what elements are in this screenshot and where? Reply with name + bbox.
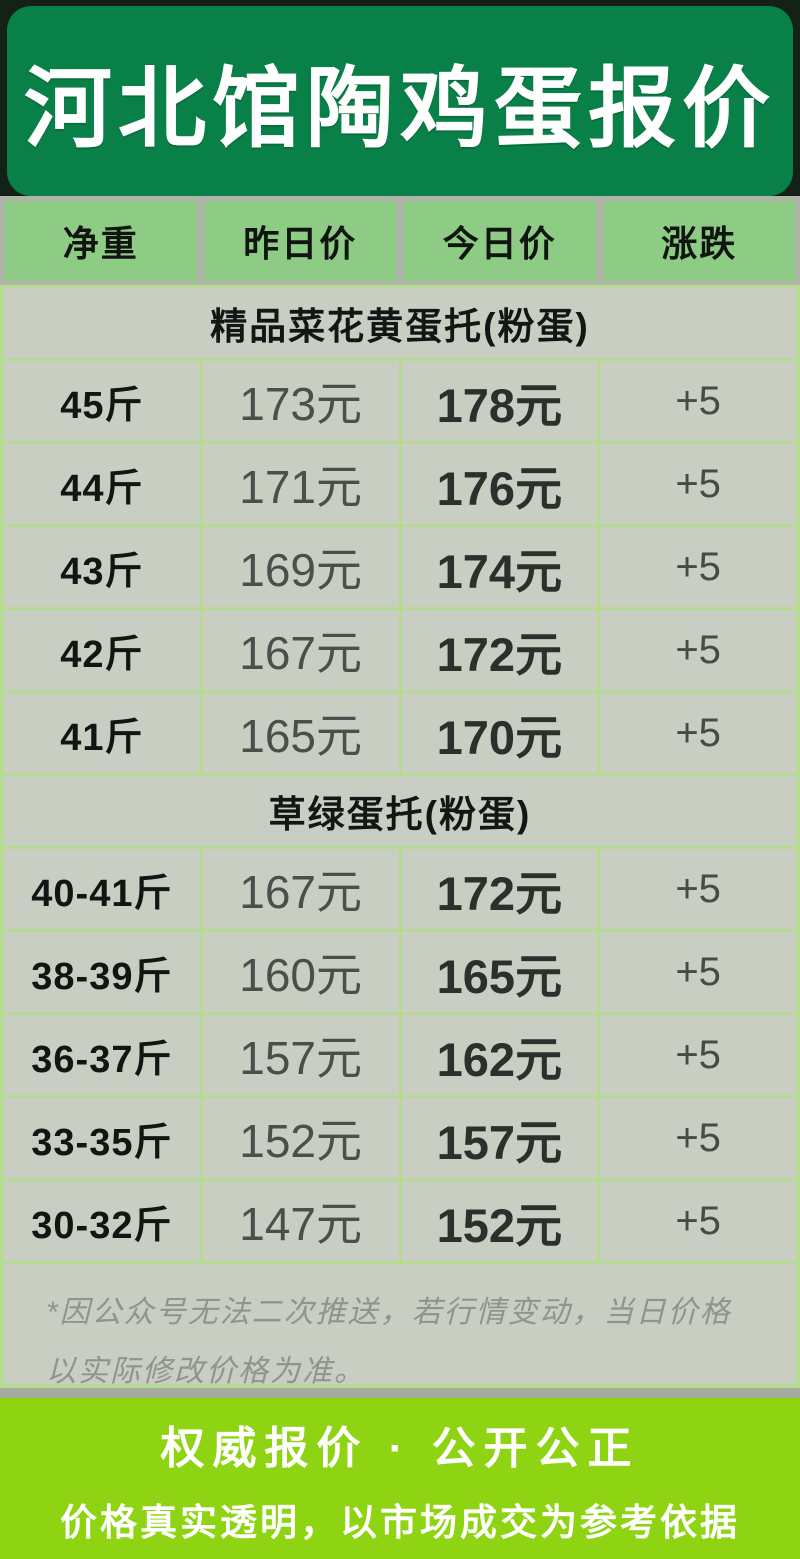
cell-weight: 43斤: [4, 527, 200, 607]
cell-today: 176元: [401, 444, 598, 524]
bottom-banner: 权威报价 · 公开公正 价格真实透明，以市场成交为参考依据: [0, 1398, 800, 1559]
cell-today: 152元: [401, 1181, 598, 1261]
title-box: 河北馆陶鸡蛋报价: [7, 6, 793, 196]
table-row: 43斤 169元 174元 +5: [4, 527, 796, 607]
cell-weight: 41斤: [4, 693, 200, 773]
cell-yesterday: 173元: [202, 361, 399, 441]
cell-change: +5: [600, 610, 796, 690]
section-header: 草绿蛋托(粉蛋): [4, 776, 796, 846]
cell-weight: 44斤: [4, 444, 200, 524]
cell-change: +5: [600, 527, 796, 607]
cell-yesterday: 169元: [202, 527, 399, 607]
cell-change: +5: [600, 444, 796, 524]
cell-weight: 36-37斤: [4, 1015, 200, 1095]
column-header-change: 涨跌: [603, 201, 795, 281]
cell-today: 172元: [401, 849, 598, 929]
price-table: 精品菜花黄蛋托(粉蛋) 45斤 173元 178元 +5 44斤 171元 176元 +5 43斤…: [0, 285, 800, 1264]
banner-slogan-secondary: 价格真实透明，以市场成交为参考依据: [60, 1501, 740, 1543]
column-header-yesterday-price: 昨日价: [204, 201, 396, 281]
cell-yesterday: 152元: [202, 1098, 399, 1178]
section-header: 精品菜花黄蛋托(粉蛋): [4, 288, 796, 358]
table-row: 38-39斤 160元 165元 +5: [4, 932, 796, 1012]
cell-change: +5: [600, 361, 796, 441]
table-row: 33-35斤 152元 157元 +5: [4, 1098, 796, 1178]
table-row: 42斤 167元 172元 +5: [4, 610, 796, 690]
cell-change: +5: [600, 849, 796, 929]
page-title: 河北馆陶鸡蛋报价: [23, 58, 776, 158]
cell-yesterday: 167元: [202, 610, 399, 690]
footnote-text: *因公众号无法二次推送，若行情变动，当日价格以实际修改价格为准。: [0, 1264, 800, 1388]
cell-yesterday: 171元: [202, 444, 399, 524]
divider: [0, 281, 800, 285]
table-row: 40-41斤 167元 172元 +5: [4, 849, 796, 929]
table-row: 30-32斤 147元 152元 +5: [4, 1181, 796, 1261]
table-row: 44斤 171元 176元 +5: [4, 444, 796, 524]
cell-today: 157元: [401, 1098, 598, 1178]
column-header-row: 净重 昨日价 今日价 涨跌: [0, 201, 800, 281]
cell-weight: 30-32斤: [4, 1181, 200, 1261]
cell-change: +5: [600, 1015, 796, 1095]
cell-change: +5: [600, 932, 796, 1012]
cell-today: 178元: [401, 361, 598, 441]
table-row: 45斤 173元 178元 +5: [4, 361, 796, 441]
cell-today: 172元: [401, 610, 598, 690]
table-row: 36-37斤 157元 162元 +5: [4, 1015, 796, 1095]
cell-change: +5: [600, 1098, 796, 1178]
divider: [0, 1388, 800, 1398]
column-header-today-price: 今日价: [404, 201, 596, 281]
cell-today: 162元: [401, 1015, 598, 1095]
cell-change: +5: [600, 693, 796, 773]
cell-yesterday: 165元: [202, 693, 399, 773]
cell-weight: 40-41斤: [4, 849, 200, 929]
cell-weight: 42斤: [4, 610, 200, 690]
cell-today: 165元: [401, 932, 598, 1012]
column-header-weight: 净重: [5, 201, 197, 281]
cell-weight: 38-39斤: [4, 932, 200, 1012]
cell-change: +5: [600, 1181, 796, 1261]
divider: [0, 196, 800, 201]
table-row: 41斤 165元 170元 +5: [4, 693, 796, 773]
cell-weight: 33-35斤: [4, 1098, 200, 1178]
cell-weight: 45斤: [4, 361, 200, 441]
cell-yesterday: 160元: [202, 932, 399, 1012]
title-banner: 河北馆陶鸡蛋报价: [0, 0, 800, 196]
cell-today: 174元: [401, 527, 598, 607]
cell-yesterday: 167元: [202, 849, 399, 929]
cell-yesterday: 147元: [202, 1181, 399, 1261]
banner-slogan-primary: 权威报价 · 公开公正: [160, 1423, 640, 1473]
cell-yesterday: 157元: [202, 1015, 399, 1095]
cell-today: 170元: [401, 693, 598, 773]
